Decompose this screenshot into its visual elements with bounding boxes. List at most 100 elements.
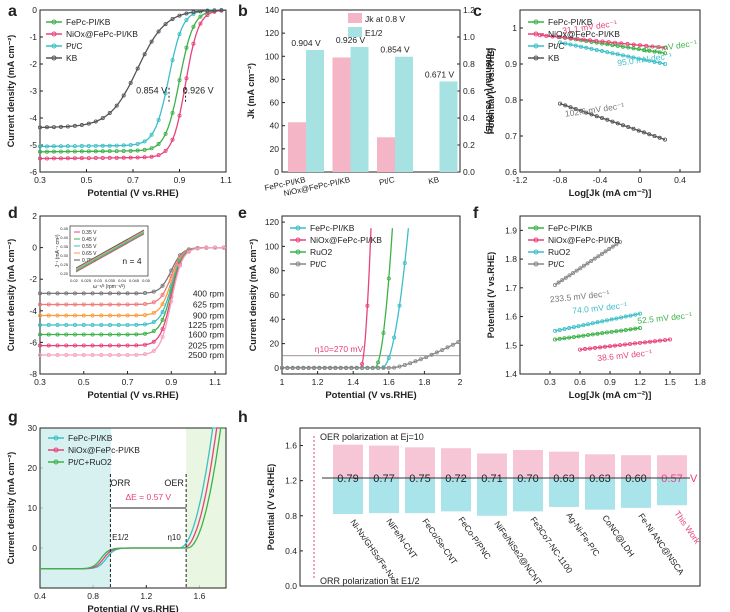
- data-point: [121, 155, 126, 160]
- legend-entry: FePc-PI/KB: [66, 17, 111, 27]
- data-point: [578, 347, 583, 352]
- panel-letter: f: [473, 205, 479, 222]
- data-point: [114, 103, 119, 108]
- bar-oer: [441, 448, 471, 479]
- data-point: [191, 10, 196, 15]
- data-point: [58, 144, 63, 149]
- data-point: [177, 113, 182, 118]
- data-point: [100, 116, 105, 121]
- data-point: [633, 326, 638, 331]
- data-label: 0.854 V: [380, 45, 410, 55]
- data-point: [663, 338, 668, 343]
- data-label: 0.904 V: [291, 38, 321, 48]
- data-point: [90, 323, 95, 328]
- data-point: [143, 322, 148, 327]
- panel-h: 0.0 0.4 0.8 1.2 1.6 Potential (V vs.RHE) 0.79 N…: [266, 427, 703, 591]
- data-point: [550, 34, 555, 39]
- legend-marker: [533, 31, 539, 37]
- y-tick-label: 0.2: [463, 140, 475, 150]
- data-point: [663, 137, 668, 142]
- legend-marker: [533, 249, 539, 255]
- x-tick-label: 0.02: [70, 278, 79, 283]
- y-tick-label: -6: [29, 337, 37, 347]
- data-point: [657, 135, 662, 140]
- data-point: [349, 365, 354, 370]
- bar-orr: [513, 478, 543, 512]
- bar-orr: [621, 478, 651, 508]
- data-point: [107, 155, 112, 160]
- x-tick-label: This Work: [672, 509, 702, 547]
- data-point: [125, 313, 130, 318]
- data-point: [338, 365, 343, 370]
- y-tick-label: 0.20: [60, 271, 69, 276]
- bar-orr: [549, 478, 579, 507]
- data-point: [301, 365, 306, 370]
- series-line: [40, 9, 226, 153]
- data-point: [619, 328, 624, 333]
- data-point: [73, 291, 78, 296]
- y-axis-title: Potential (V vs.RHE): [484, 48, 494, 135]
- y-tick-label: 120: [265, 28, 279, 38]
- data-point: [125, 353, 130, 358]
- panel-g: 0.4 0.8 1.2 1.6 30 20 10 0 Potential (V vs.RHE) C…: [6, 423, 227, 612]
- data-point: [558, 40, 563, 45]
- data-point: [567, 335, 572, 340]
- data-point: [169, 299, 174, 304]
- annotation: 38.6 mV dec⁻¹: [597, 347, 653, 363]
- data-point: [653, 339, 658, 344]
- legend-marker: [533, 55, 539, 61]
- x-tick-label: 0.4: [34, 591, 46, 601]
- x-tick-label: 1.2: [312, 377, 324, 387]
- data-point: [615, 52, 620, 57]
- data-point: [553, 337, 558, 342]
- y-tick-label: 0: [32, 5, 37, 15]
- data-point: [631, 126, 636, 131]
- data-point: [631, 46, 636, 51]
- data-point: [397, 364, 402, 369]
- data-point: [107, 111, 112, 116]
- data-point: [116, 353, 121, 358]
- data-point: [58, 156, 63, 161]
- data-point: [128, 155, 133, 160]
- y-tick-label: 100: [265, 241, 279, 251]
- data-label: 0.57: [661, 473, 682, 485]
- data-point: [418, 357, 423, 362]
- series-line: [539, 34, 666, 49]
- data-point: [55, 302, 60, 307]
- x-tick-label: 1.1: [220, 175, 232, 185]
- y-tick-label: 80: [270, 266, 280, 276]
- bar-oer: [621, 455, 651, 479]
- data-label: 0.71: [481, 473, 502, 485]
- x-tick-label: 0.3: [34, 175, 46, 185]
- inset-fit-line: [75, 233, 145, 273]
- x-axis-title: Potential (V vs.RHE): [87, 188, 178, 199]
- data-point: [402, 260, 407, 265]
- data-label: 0.671 V: [425, 69, 455, 79]
- bar-orr: [657, 478, 687, 506]
- data-point: [429, 352, 434, 357]
- legend-entry: FePc-PI/KB: [548, 17, 593, 27]
- data-point: [38, 343, 43, 348]
- data-point: [593, 345, 598, 350]
- data-point: [633, 341, 638, 346]
- data-point: [219, 8, 224, 13]
- panel-letter: d: [8, 205, 18, 222]
- data-point: [594, 38, 599, 43]
- data-point: [156, 117, 161, 122]
- data-point: [626, 125, 631, 130]
- y-tick-label: 0.35: [60, 244, 69, 249]
- y-tick-label: 0.40: [60, 235, 69, 240]
- annotation: OER: [164, 478, 184, 488]
- x-tick-label: 0.025: [81, 278, 92, 283]
- bar-orr: [369, 478, 399, 514]
- y-tick-label: 0.9: [505, 59, 517, 69]
- data-point: [586, 333, 591, 338]
- data-point: [38, 156, 43, 161]
- data-label: 0.79: [337, 473, 358, 485]
- bar-oer: [657, 455, 687, 479]
- data-point: [581, 333, 586, 338]
- data-point: [563, 275, 568, 280]
- data-point: [73, 353, 78, 358]
- data-point: [626, 54, 631, 59]
